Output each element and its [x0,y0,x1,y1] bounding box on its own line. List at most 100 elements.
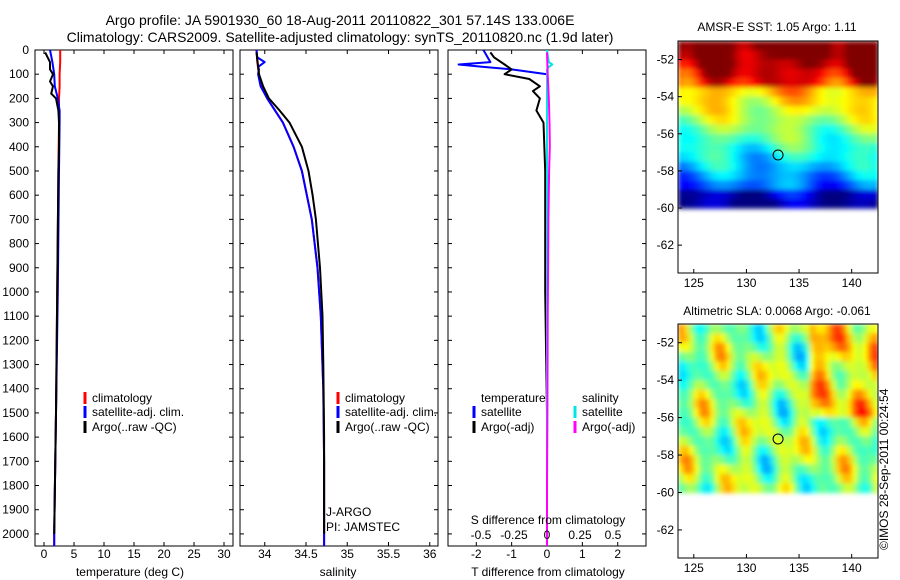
map-cell [688,87,695,98]
map-cell [678,361,684,372]
map-cell [714,50,721,61]
map-cell [751,78,758,88]
map-cell [804,333,811,344]
map-cell [862,96,869,107]
map-cell [693,398,700,409]
map-cell [762,445,769,456]
map-cell [772,324,779,334]
map-cell [814,324,821,334]
map-cell [867,398,874,409]
map-cell [809,455,816,465]
map-cell [741,68,748,79]
map-cell [799,59,805,70]
map-cell [688,324,695,334]
map-cell [867,473,874,484]
s-tick-label: 0 [544,528,551,542]
map-cell [730,161,737,172]
map-cell [862,464,869,475]
lon-tick-label: 140 [842,561,862,575]
map-cell [735,361,742,372]
difference-panel: -2 -1 0 1 2 S difference from climatology -0… [447,49,647,579]
map-cell [699,143,705,153]
map-cell [788,436,795,447]
map-cell [714,59,721,70]
map-cell [735,342,742,353]
map-cell [814,445,821,456]
lat-tick-label: -56 [657,411,675,425]
map-cell [772,133,779,144]
map-cell [820,59,826,70]
map-cell [699,398,705,409]
map-cell [799,455,805,465]
map-cell [820,78,826,88]
map-cell [814,124,821,135]
map-cell [778,445,784,456]
map-cell [720,50,726,61]
map-cell [856,41,863,51]
map-cell [814,464,821,475]
map-cell [820,143,826,153]
map-cell [735,96,742,107]
map-cell [751,352,758,363]
map-cell [835,417,842,428]
map-cell [751,170,758,181]
map-cell [830,352,837,363]
map-cell [730,143,737,153]
map-cell [835,96,842,107]
map-cell [783,78,790,88]
map-cell [851,78,858,88]
map-cell [872,87,878,98]
map-cell [772,333,779,344]
map-cell [867,78,874,88]
map-cell [699,198,705,209]
map-cell [720,408,726,419]
map-cell [867,352,874,363]
map-cell [799,408,805,419]
map-cell [699,417,705,428]
map-cell [688,436,695,447]
map-cell [804,124,811,135]
map-cell [688,124,695,135]
map-cell [788,198,795,209]
map-cell [851,417,858,428]
map-cell [756,180,763,191]
map-cell [767,333,774,344]
lat-tick-label: -56 [657,127,675,141]
map-cell [762,143,769,153]
map-cell [804,464,811,475]
map-cell [862,361,869,372]
map-cell [820,106,826,116]
map-cell [699,170,705,181]
map-cell [720,78,726,88]
map-cell [825,161,832,172]
map-cell [820,464,826,475]
map-cell [851,324,858,334]
x-tick-label: 35 [341,547,355,561]
map-cell [741,152,748,163]
map-cell [856,427,863,437]
map-cell [751,68,758,79]
map-cell [714,143,721,153]
map-cell [756,106,763,116]
map-cell [778,161,784,172]
map-cell [835,352,842,363]
map-cell [735,143,742,153]
map-cell [825,473,832,484]
map-cell [762,161,769,172]
map-cell [841,398,848,409]
map-cell [683,133,690,144]
depth-tick-label: 300 [9,116,29,130]
map-cell [788,455,795,465]
map-cell [699,96,705,107]
map-cell [693,333,700,344]
map-cell [856,68,863,79]
map-cell [783,180,790,191]
map-cell [783,324,790,334]
map-cell [835,161,842,172]
map-cell [725,87,732,98]
map-cell [799,180,805,191]
map-cell [862,68,869,79]
map-cell [783,50,790,61]
legend-header-salinity: salinity [582,391,619,405]
map-cell [862,398,869,409]
